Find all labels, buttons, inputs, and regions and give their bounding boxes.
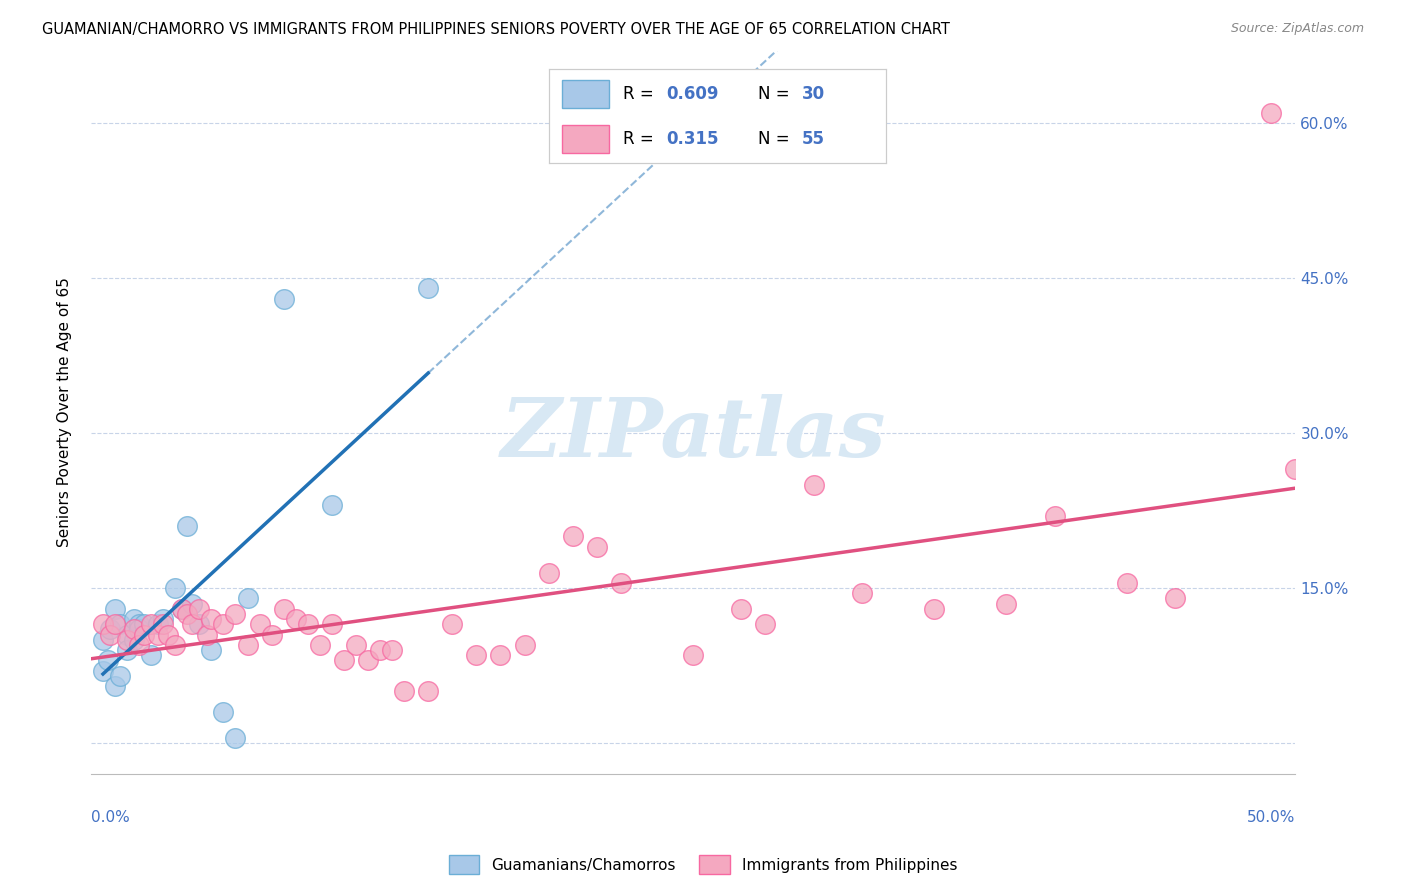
Point xyxy=(104,617,127,632)
Point xyxy=(513,638,536,652)
Point xyxy=(224,731,246,745)
Point xyxy=(344,638,367,652)
Point xyxy=(922,601,945,615)
Point xyxy=(98,623,121,637)
Point xyxy=(108,617,131,632)
Point xyxy=(108,669,131,683)
Point xyxy=(132,627,155,641)
Point xyxy=(1043,508,1066,523)
Point xyxy=(195,627,218,641)
Point xyxy=(91,632,114,647)
Point xyxy=(682,648,704,663)
Point xyxy=(148,627,170,641)
Point xyxy=(1115,576,1137,591)
Point xyxy=(172,601,194,615)
Point xyxy=(273,601,295,615)
Point xyxy=(236,591,259,606)
Point xyxy=(392,684,415,698)
Point xyxy=(165,638,187,652)
Text: 0.0%: 0.0% xyxy=(91,810,129,825)
Text: Source: ZipAtlas.com: Source: ZipAtlas.com xyxy=(1230,22,1364,36)
Point xyxy=(1164,591,1187,606)
Point xyxy=(188,601,211,615)
Point xyxy=(124,632,146,647)
Point xyxy=(308,638,330,652)
Point xyxy=(176,607,198,621)
Point xyxy=(333,653,356,667)
Point xyxy=(152,612,174,626)
Point xyxy=(489,648,512,663)
Point xyxy=(537,566,560,580)
Point xyxy=(172,601,194,615)
Point xyxy=(610,576,633,591)
Point xyxy=(561,529,583,543)
Point xyxy=(260,627,283,641)
Point xyxy=(730,601,752,615)
Point xyxy=(1284,462,1306,476)
Point xyxy=(465,648,488,663)
Point xyxy=(1260,105,1282,120)
Point xyxy=(91,664,114,678)
Point xyxy=(115,632,138,647)
Y-axis label: Seniors Poverty Over the Age of 65: Seniors Poverty Over the Age of 65 xyxy=(58,277,72,548)
Point xyxy=(273,292,295,306)
Point xyxy=(104,679,127,693)
Point xyxy=(995,597,1018,611)
Point xyxy=(803,477,825,491)
Point xyxy=(284,612,307,626)
Point xyxy=(754,617,776,632)
Point xyxy=(368,643,391,657)
Point xyxy=(115,627,138,641)
Legend: Guamanians/Chamorros, Immigrants from Philippines: Guamanians/Chamorros, Immigrants from Ph… xyxy=(443,849,963,880)
Point xyxy=(97,653,120,667)
Point xyxy=(212,617,235,632)
Point xyxy=(141,648,163,663)
Point xyxy=(128,623,150,637)
Point xyxy=(165,581,187,595)
Point xyxy=(321,617,343,632)
Point xyxy=(152,617,174,632)
Point xyxy=(91,617,114,632)
Text: GUAMANIAN/CHAMORRO VS IMMIGRANTS FROM PHILIPPINES SENIORS POVERTY OVER THE AGE O: GUAMANIAN/CHAMORRO VS IMMIGRANTS FROM PH… xyxy=(42,22,950,37)
Point xyxy=(441,617,464,632)
Point xyxy=(128,638,150,652)
Point xyxy=(188,617,211,632)
Point xyxy=(124,612,146,626)
Point xyxy=(418,281,440,295)
Point xyxy=(236,638,259,652)
Text: ZIPatlas: ZIPatlas xyxy=(501,394,886,475)
Point xyxy=(181,617,204,632)
Point xyxy=(200,612,222,626)
Point xyxy=(249,617,271,632)
Point xyxy=(148,617,170,632)
Point xyxy=(98,627,121,641)
Point xyxy=(224,607,246,621)
Point xyxy=(357,653,380,667)
Point xyxy=(418,684,440,698)
Point xyxy=(200,643,222,657)
Point xyxy=(124,623,146,637)
Point xyxy=(212,705,235,719)
Point xyxy=(181,597,204,611)
Point xyxy=(141,617,163,632)
Point xyxy=(128,617,150,632)
Point xyxy=(585,540,607,554)
Point xyxy=(157,627,180,641)
Point xyxy=(115,643,138,657)
Point xyxy=(851,586,873,600)
Point xyxy=(297,617,319,632)
Point xyxy=(321,499,343,513)
Point xyxy=(176,519,198,533)
Point xyxy=(132,617,155,632)
Point xyxy=(104,601,127,615)
Point xyxy=(381,643,404,657)
Text: 50.0%: 50.0% xyxy=(1247,810,1295,825)
